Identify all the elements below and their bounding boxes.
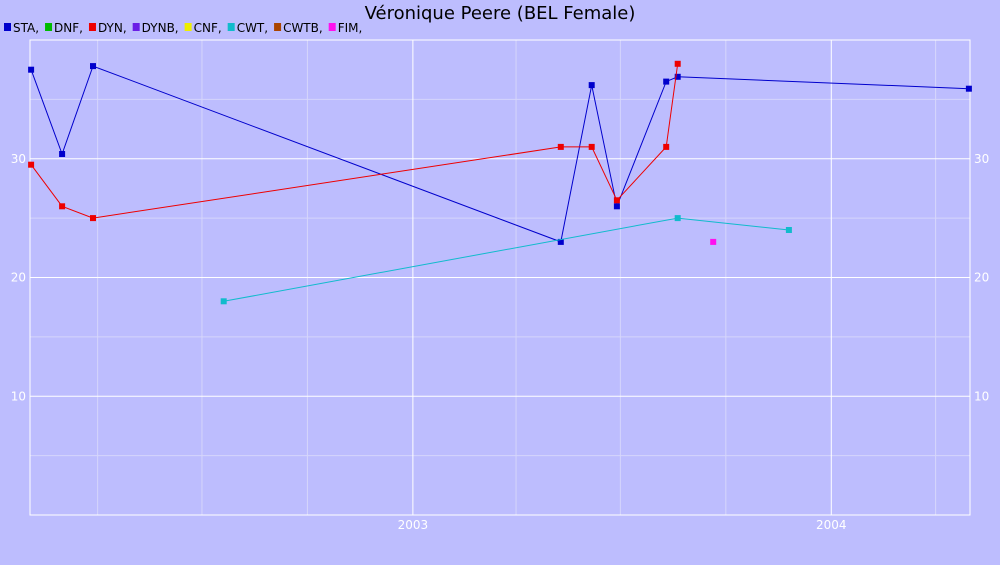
legend-swatch — [4, 23, 11, 31]
data-point-sta — [28, 66, 35, 73]
data-point-dyn — [557, 143, 564, 150]
legend-swatch — [132, 23, 140, 31]
data-point-dyn — [674, 60, 681, 67]
data-point-dyn — [588, 143, 595, 150]
legend-swatch — [227, 23, 235, 31]
data-point-sta — [557, 238, 564, 245]
legend-label: CNF, — [194, 21, 222, 35]
data-point-sta — [613, 203, 620, 210]
data-point-dyn — [59, 203, 66, 210]
y-tick-label-left: 30 — [11, 152, 26, 166]
legend-label: CWT, — [237, 21, 268, 35]
y-tick-label-left: 10 — [11, 389, 26, 403]
legend: STA, DNF, DYN, DYNB, CNF, CWT, CWTB, FIM, — [4, 21, 362, 35]
x-tick-label: 2003 — [398, 518, 429, 532]
data-point-sta — [663, 78, 670, 85]
data-point-cwt — [785, 227, 792, 233]
axes: 10 10 20 20 30 30 2003 2004 — [11, 152, 990, 532]
legend-label: CWTB, — [283, 21, 323, 35]
legend-label: STA, — [13, 21, 39, 35]
x-tick-label: 2004 — [816, 518, 847, 532]
chart-title: Véronique Peere (BEL Female) — [365, 3, 636, 24]
data-point-dyn — [663, 143, 670, 150]
data-point-dyn — [90, 215, 96, 222]
data-point-cwt — [674, 215, 681, 222]
y-tick-label-left: 20 — [11, 271, 26, 285]
series-line-sta — [30, 65, 969, 243]
y-tick-label-right: 30 — [974, 152, 989, 166]
data-point-sta — [588, 82, 595, 89]
data-point-sta — [674, 73, 681, 80]
data-point-dyn — [28, 161, 35, 168]
data-point-fim — [710, 238, 717, 245]
data-point-sta — [59, 151, 66, 157]
series-line-dyn — [30, 63, 679, 219]
data-point-dyn — [613, 197, 620, 204]
y-tick-label-right: 20 — [974, 271, 989, 285]
plot-border — [29, 39, 971, 516]
y-tick-label-right: 10 — [974, 389, 989, 403]
legend-swatch — [328, 23, 336, 31]
legend-swatch — [88, 23, 96, 31]
grid — [30, 40, 970, 515]
data-point-cwt — [220, 298, 227, 305]
data-point-sta — [965, 85, 972, 92]
legend-label: FIM, — [338, 21, 363, 35]
series — [28, 60, 972, 305]
legend-swatch — [274, 23, 282, 31]
legend-label: DYNB, — [142, 21, 179, 35]
data-point-sta — [90, 63, 96, 70]
series-line-cwt — [223, 217, 789, 302]
legend-label: DYN, — [98, 21, 127, 35]
legend-swatch — [45, 23, 53, 31]
legend-label: DNF, — [54, 21, 83, 35]
legend-swatch — [184, 23, 192, 31]
